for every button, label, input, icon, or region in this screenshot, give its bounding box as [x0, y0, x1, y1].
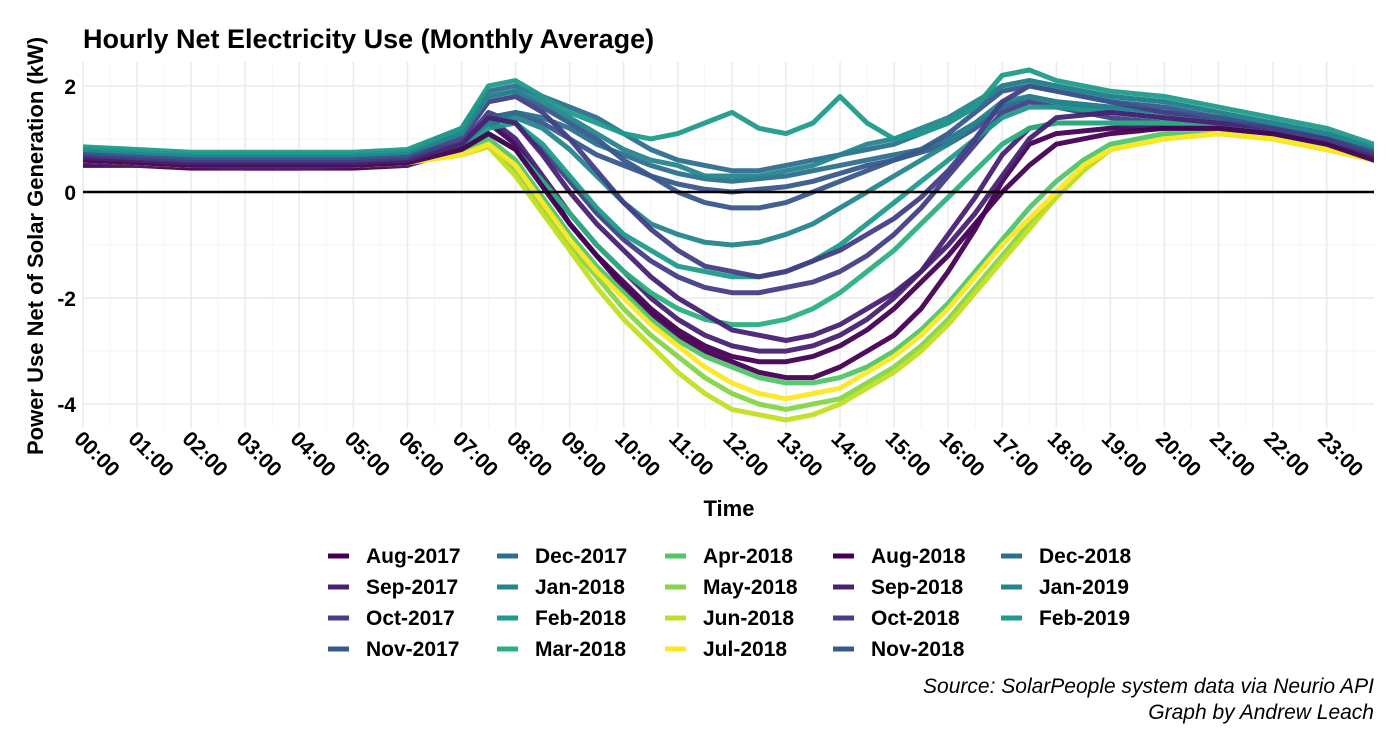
legend-label: Mar-2018 — [535, 638, 626, 661]
y-tick-label: -2 — [57, 288, 76, 311]
legend-item: Jun-2018 — [665, 607, 794, 630]
x-tick-label: 06:00 — [394, 427, 448, 481]
series-line-feb-2019 — [83, 67, 1374, 155]
x-tick-label: 16:00 — [935, 427, 989, 481]
legend-label: Oct-2018 — [871, 607, 960, 630]
legend-item: Aug-2018 — [833, 545, 966, 568]
legend-item: Jan-2019 — [1001, 576, 1129, 599]
x-tick-label: 02:00 — [178, 427, 232, 481]
x-axis-title: Time — [704, 496, 755, 521]
legend-item: Sep-2017 — [328, 576, 458, 599]
legend-label: Feb-2019 — [1039, 607, 1130, 630]
x-tick-label: 09:00 — [556, 427, 610, 481]
x-tick-label: 03:00 — [232, 427, 286, 481]
legend-label: Aug-2017 — [366, 545, 461, 568]
x-tick-label: 21:00 — [1205, 427, 1259, 481]
x-tick-label: 22:00 — [1259, 427, 1313, 481]
x-tick-label: 23:00 — [1313, 427, 1367, 481]
legend-label: May-2018 — [703, 576, 798, 599]
legend-item: Dec-2018 — [1001, 545, 1132, 568]
legend-label: Jul-2018 — [703, 638, 787, 661]
legend-label: Sep-2017 — [366, 576, 458, 599]
caption-credit: Graph by Andrew Leach — [1148, 701, 1374, 724]
legend-label: Jan-2018 — [535, 576, 625, 599]
legend-item: Feb-2018 — [497, 607, 626, 630]
x-tick-label: 13:00 — [772, 427, 826, 481]
legend-item: Apr-2018 — [665, 545, 793, 568]
x-tick-label: 00:00 — [69, 427, 123, 481]
series-line-jan-2019 — [83, 78, 1374, 179]
x-axis-ticks: 00:00 01:00 02:00 03:00 04:00 05:00 06:00 07:00… — [69, 427, 1367, 481]
x-tick-label: 15:00 — [881, 427, 935, 481]
legend-label: Nov-2018 — [871, 638, 965, 661]
y-axis-title: Power Use Net of Solar Generation (kW) — [23, 37, 48, 455]
x-tick-label: 11:00 — [664, 427, 717, 480]
y-tick-label: -4 — [57, 394, 76, 417]
legend-label: Oct-2017 — [366, 607, 455, 630]
legend-label: Dec-2018 — [1039, 545, 1132, 568]
legend-label: Apr-2018 — [703, 545, 793, 568]
legend-label: Jan-2019 — [1039, 576, 1129, 599]
legend-item: Dec-2017 — [497, 545, 627, 568]
series-line-nov-2018 — [83, 83, 1374, 211]
x-tick-label: 14:00 — [826, 427, 880, 481]
x-tick-label: 12:00 — [718, 427, 772, 481]
x-tick-label: 08:00 — [502, 427, 556, 481]
x-tick-label: 07:00 — [448, 427, 502, 481]
y-tick-label: 2 — [64, 76, 76, 99]
x-tick-label: 18:00 — [1043, 427, 1097, 481]
series-lines — [83, 67, 1374, 423]
x-tick-label: 05:00 — [340, 427, 394, 481]
x-tick-label: 19:00 — [1097, 427, 1151, 481]
x-tick-label: 20:00 — [1151, 427, 1205, 481]
series-line-aug-2018 — [83, 125, 1374, 365]
legend-item: May-2018 — [665, 576, 798, 599]
legend-label: Jun-2018 — [703, 607, 794, 630]
legend-item: Nov-2017 — [328, 638, 459, 661]
x-tick-label: 17:00 — [989, 427, 1043, 481]
series-line-sep-2018 — [83, 109, 1374, 343]
chart-title: Hourly Net Electricity Use (Monthly Aver… — [83, 24, 654, 54]
x-tick-label: 10:00 — [610, 427, 664, 481]
y-tick-label: 0 — [64, 182, 76, 205]
legend-label: Feb-2018 — [535, 607, 626, 630]
legend-item: Aug-2017 — [328, 545, 461, 568]
legend-item: Jan-2018 — [497, 576, 625, 599]
legend-label: Nov-2017 — [366, 638, 459, 661]
x-tick-label: 04:00 — [286, 427, 340, 481]
x-tick-label: 01:00 — [124, 427, 178, 481]
legend-item: Oct-2018 — [833, 607, 960, 630]
legend-item: Sep-2018 — [833, 576, 964, 599]
legend-item: Nov-2018 — [833, 638, 965, 661]
legend-item: Mar-2018 — [497, 638, 626, 661]
caption-source: Source: SolarPeople system data via Neur… — [923, 675, 1374, 698]
legend-item: Jul-2018 — [665, 638, 787, 661]
legend-label: Dec-2017 — [535, 545, 627, 568]
y-axis-ticks: 2 0 -2 -4 — [57, 76, 76, 417]
legend-item: Oct-2017 — [328, 607, 455, 630]
legend-label: Sep-2018 — [871, 576, 964, 599]
legend-label: Aug-2018 — [871, 545, 966, 568]
legend: Aug-2017 Sep-2017 Oct-2017 Nov-2017 Dec-2017… — [328, 545, 1132, 661]
legend-item: Feb-2019 — [1001, 607, 1130, 630]
